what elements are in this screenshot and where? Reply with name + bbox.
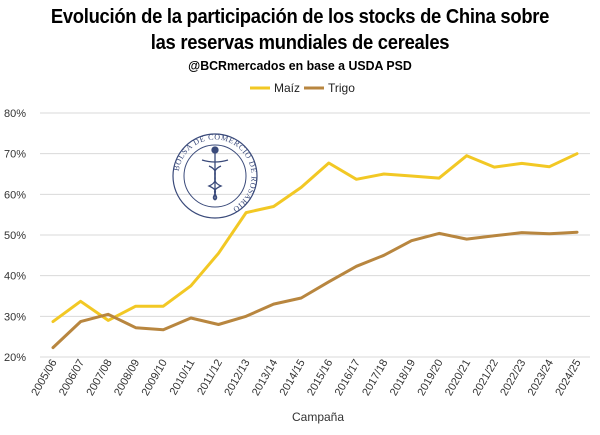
x-tick-label: 2012/13 [222, 358, 252, 398]
y-tick-label: 70% [4, 149, 26, 161]
chart-title-line2: las reservas mundiales de cereales [150, 32, 450, 54]
x-tick-label: 2007/08 [84, 358, 114, 398]
x-axis-ticks: 2005/062006/072007/082008/092009/102010/… [29, 358, 583, 398]
x-tick-label: 2018/19 [388, 358, 418, 398]
x-tick-label: 2022/23 [498, 358, 528, 398]
legend: Maíz Trigo [250, 81, 355, 95]
x-tick-label: 2017/18 [360, 358, 390, 398]
x-tick-label: 2021/22 [471, 358, 501, 398]
x-tick-label: 2013/14 [250, 358, 280, 398]
series-line-maíz [51, 152, 579, 324]
x-tick-label: 2024/25 [553, 358, 583, 398]
x-tick-label: 2015/16 [305, 358, 335, 398]
y-tick-label: 80% [4, 108, 26, 120]
x-tick-label: 2023/24 [526, 358, 556, 398]
x-axis-title: Campaña [292, 410, 344, 424]
y-tick-label: 40% [4, 271, 26, 283]
chart-subtitle: @BCRmercados en base a USDA PSD [188, 58, 412, 73]
x-tick-label: 2005/06 [29, 358, 59, 398]
x-tick-label: 2009/10 [140, 358, 170, 398]
bcr-logo: BOLSA DE COMERCIO DE ROSARIO [172, 132, 258, 219]
legend-label: Maíz [274, 81, 300, 95]
y-tick-label: 20% [4, 352, 26, 364]
y-tick-label: 60% [4, 189, 26, 201]
x-tick-label: 2019/20 [415, 358, 445, 398]
legend-label: Trigo [328, 81, 355, 95]
y-axis-ticks: 20% 30% 40% 50% 60% 70% 80% [4, 108, 26, 364]
x-tick-label: 2010/11 [168, 358, 198, 398]
caduceus-icon [201, 146, 229, 201]
chart-title-line1: Evolución de la participación de los sto… [50, 6, 550, 28]
x-tick-label: 2014/15 [278, 358, 308, 398]
x-tick-label: 2006/07 [57, 358, 87, 398]
x-tick-label: 2008/09 [112, 358, 142, 398]
x-tick-label: 2020/21 [443, 358, 473, 398]
series-lines [51, 152, 579, 350]
series-line-trigo [51, 230, 579, 350]
x-tick-label: 2016/17 [333, 358, 363, 398]
x-tick-label: 2011/12 [195, 358, 225, 398]
y-tick-label: 50% [4, 230, 26, 242]
y-tick-label: 30% [4, 311, 26, 323]
